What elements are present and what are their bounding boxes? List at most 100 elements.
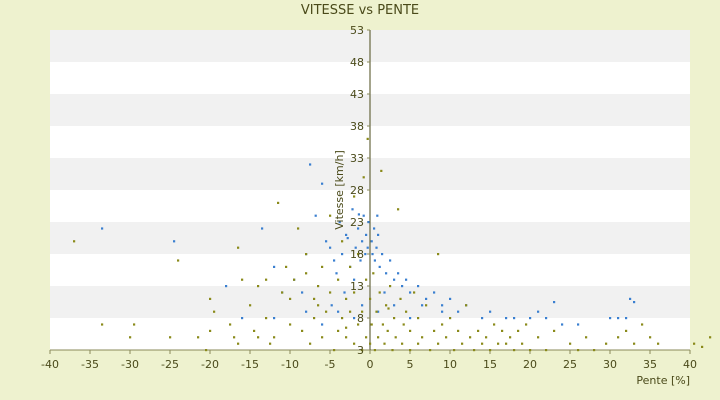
data-point-blue — [425, 297, 428, 300]
data-point-olive — [393, 317, 396, 320]
data-point-olive — [394, 336, 397, 339]
data-point-olive — [473, 349, 476, 352]
x-tick-label: -40 — [41, 358, 59, 371]
data-point-olive — [209, 297, 212, 300]
data-point-olive — [378, 291, 381, 294]
data-point-blue — [273, 265, 276, 268]
data-point-blue — [441, 310, 444, 313]
data-point-olive — [397, 208, 400, 211]
data-point-blue — [375, 246, 378, 249]
x-tick-label: 25 — [563, 358, 577, 371]
data-point-olive — [421, 336, 424, 339]
data-point-olive — [701, 345, 704, 348]
data-point-olive — [461, 342, 464, 345]
data-point-olive — [313, 317, 316, 320]
x-tick-label: 10 — [443, 358, 457, 371]
data-point-olive — [317, 304, 320, 307]
data-point-olive — [405, 310, 408, 313]
data-point-olive — [365, 278, 368, 281]
data-point-olive — [391, 349, 394, 352]
data-point-olive — [593, 349, 596, 352]
data-point-blue — [173, 240, 176, 243]
data-point-blue — [325, 240, 328, 243]
data-point-olive — [353, 291, 356, 294]
data-point-olive — [101, 323, 104, 326]
data-point-olive — [425, 304, 428, 307]
data-point-olive — [399, 297, 402, 300]
data-point-olive — [453, 349, 456, 352]
data-point-olive — [413, 291, 416, 294]
data-point-olive — [293, 278, 296, 281]
data-point-olive — [317, 285, 320, 288]
data-point-blue — [389, 259, 392, 262]
data-point-olive — [233, 336, 236, 339]
data-point-olive — [465, 304, 468, 307]
data-point-olive — [633, 342, 636, 345]
data-point-olive — [449, 317, 452, 320]
data-point-olive — [509, 336, 512, 339]
data-point-blue — [513, 317, 516, 320]
data-point-blue — [629, 297, 632, 300]
data-point-olive — [657, 342, 660, 345]
data-point-blue — [393, 304, 396, 307]
data-point-olive — [365, 336, 368, 339]
x-tick-label: -35 — [81, 358, 99, 371]
data-point-olive — [375, 310, 378, 313]
data-point-olive — [177, 259, 180, 262]
data-point-blue — [421, 304, 424, 307]
data-point-olive — [333, 349, 336, 352]
data-points — [73, 137, 712, 352]
data-point-blue — [321, 323, 324, 326]
data-point-olive — [133, 323, 136, 326]
data-point-olive — [386, 329, 389, 332]
data-point-blue — [577, 323, 580, 326]
data-point-blue — [617, 317, 620, 320]
data-point-olive — [309, 342, 312, 345]
data-point-blue — [301, 291, 304, 294]
x-tick-label: 30 — [603, 358, 617, 371]
data-point-blue — [357, 227, 360, 230]
data-point-olive — [281, 291, 284, 294]
x-tick-label: -15 — [241, 358, 259, 371]
x-tick-label: -5 — [325, 358, 336, 371]
data-point-blue — [481, 317, 484, 320]
x-tick-label: 20 — [523, 358, 537, 371]
data-point-olive — [257, 336, 260, 339]
data-point-olive — [709, 336, 712, 339]
data-point-olive — [249, 304, 252, 307]
data-point-blue — [553, 301, 556, 304]
x-tick-label: -10 — [281, 358, 299, 371]
y-axis-label: Vitesse [km/h] — [333, 150, 346, 230]
data-point-blue — [377, 310, 380, 313]
data-point-blue — [337, 310, 340, 313]
x-axis-label: Pente [%] — [636, 374, 690, 387]
data-point-olive — [297, 227, 300, 230]
data-point-blue — [333, 259, 336, 262]
data-point-blue — [366, 246, 369, 249]
data-point-olive — [321, 265, 324, 268]
data-point-olive — [481, 342, 484, 345]
data-point-olive — [513, 349, 516, 352]
data-point-blue — [364, 253, 367, 256]
data-point-olive — [445, 336, 448, 339]
data-point-blue — [377, 233, 380, 236]
data-point-blue — [537, 310, 540, 313]
data-point-blue — [417, 285, 420, 288]
data-point-blue — [241, 317, 244, 320]
data-point-olive — [437, 342, 440, 345]
data-point-blue — [409, 291, 412, 294]
data-point-blue — [393, 278, 396, 281]
data-point-blue — [489, 310, 492, 313]
data-point-olive — [641, 323, 644, 326]
data-point-olive — [341, 317, 344, 320]
data-point-olive — [277, 201, 280, 204]
data-point-olive — [433, 329, 436, 332]
data-point-olive — [369, 342, 372, 345]
y-tick-label: 8 — [357, 312, 364, 325]
data-point-olive — [369, 297, 372, 300]
data-point-olive — [265, 317, 268, 320]
y-tick-label: 53 — [350, 24, 364, 37]
data-point-blue — [361, 304, 364, 307]
